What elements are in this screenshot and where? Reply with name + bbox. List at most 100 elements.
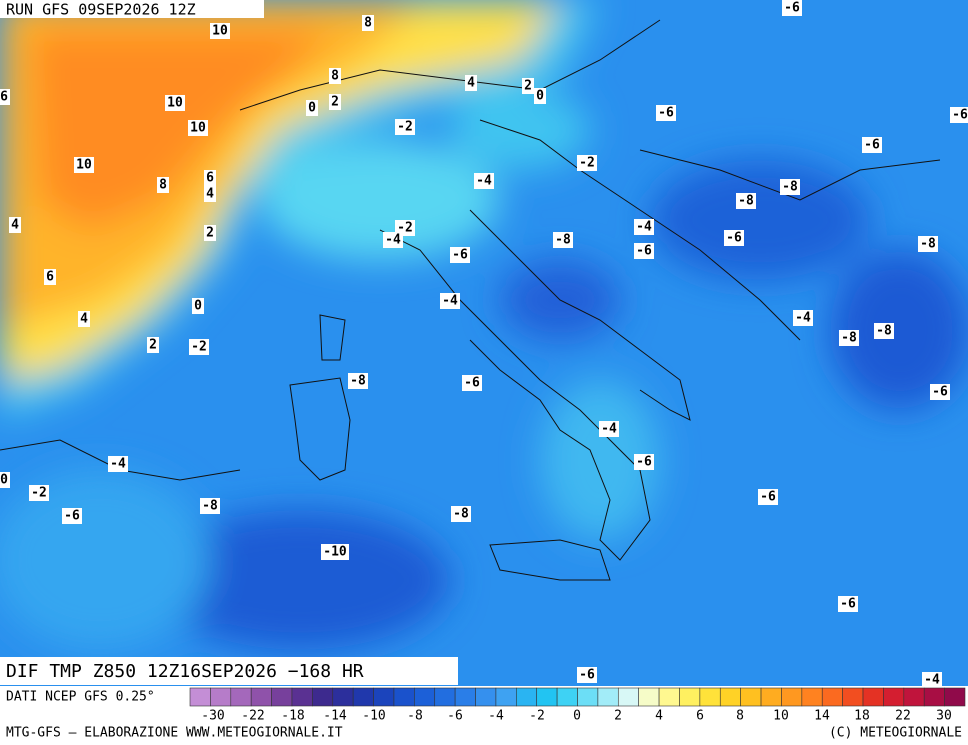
contour-label: 10 [212,24,228,39]
contour-label: 4 [11,218,19,233]
contour-label: 8 [364,16,372,31]
label-bg [395,119,415,135]
colorbar-swatch [842,687,864,707]
colorbar-swatch [577,687,599,707]
contour-label: -4 [924,673,940,688]
colorbar-swatch [740,687,762,707]
contour-label: -8 [453,507,469,522]
colorbar-swatch [291,687,313,707]
label-bg [329,68,341,84]
contour-label: 2 [524,79,532,94]
contour-label: 2 [206,226,214,241]
colorbar-swatch [699,687,721,707]
contour-label: -8 [202,499,218,514]
contour-label: -6 [636,244,652,259]
colorbar-swatch [556,687,578,707]
label-bg [147,337,159,353]
colorbar-swatch [454,687,476,707]
contour-label: 8 [331,69,339,84]
label-bg [204,170,216,186]
label-bg [329,94,341,110]
colorbar-tick-label: 22 [895,709,911,724]
label-bg [758,489,778,505]
label-bg [577,155,597,171]
credit-left: MTG-GFS — ELABORAZIONE WWW.METEOGIORNALE… [6,726,343,741]
label-bg [62,508,82,524]
contour-label: -8 [782,180,798,195]
colorbar-tick-label: 14 [814,709,830,724]
colorbar-swatch [393,687,415,707]
label-bg [78,311,90,327]
contour-label: 0 [0,473,8,488]
colorbar-swatch [719,687,741,707]
colorbar-tick-label: 4 [655,709,663,724]
contour-label: -4 [110,457,126,472]
contour-label: -8 [920,237,936,252]
label-bg [44,269,56,285]
label-bg [9,217,21,233]
label-bg [450,247,470,263]
label-bg [306,100,318,116]
contour-label: -4 [385,233,401,248]
contour-label: -6 [784,1,800,16]
colorbar-tick-label: -18 [281,709,304,724]
colorbar-swatch [597,687,619,707]
contour-label: -8 [876,324,892,339]
label-bg [862,137,882,153]
colorbar-tick-label: -14 [323,709,347,724]
contour-label: -8 [841,331,857,346]
label-bg [736,193,756,209]
colorbar-tick-label: 8 [736,709,744,724]
label-bg [462,375,482,391]
colorbar-swatch [373,687,395,707]
colorbar-swatch [658,687,680,707]
label-bg [474,173,494,189]
label-bg [188,120,208,136]
colorbar-swatch [312,687,334,707]
colorbar-swatch [923,687,945,707]
colorbar-tick-label: -30 [201,709,224,724]
label-bg [782,0,802,16]
source-label: DATI NCEP GFS 0.25° [6,690,155,705]
label-bg [534,88,546,104]
colorbar-swatch [414,687,436,707]
label-bg [922,672,942,688]
colorbar-tick-label: 0 [573,709,581,724]
contour-label: -6 [952,108,968,123]
contour-label: 2 [149,338,157,353]
contour-label: 6 [46,270,54,285]
label-bg [634,219,654,235]
colorbar-tick-label: 18 [854,709,870,724]
label-bg [780,179,800,195]
map-title: DIF TMP Z850 12Z16SEP2026 −168 HR [6,661,364,682]
contour-label: -4 [601,422,617,437]
label-bg [440,293,460,309]
contour-label: 6 [0,90,8,105]
contour-label: 0 [308,101,316,116]
contour-label: 2 [331,95,339,110]
contour-label: 0 [536,89,544,104]
contour-label: -6 [579,668,595,683]
colorbar-swatch [475,687,497,707]
colorbar-tick-label: 6 [696,709,704,724]
contour-label: -2 [397,221,413,236]
contour-label: -4 [442,294,458,309]
colorbar-swatch [536,687,558,707]
contour-label: -6 [864,138,880,153]
label-bg [0,472,10,488]
colorbar-tick-label: -6 [447,709,463,724]
header-box [0,0,264,18]
label-bg [210,23,230,39]
contour-label: -6 [452,248,468,263]
contour-label: 10 [76,158,92,173]
label-bg [793,310,813,326]
colorbar-swatch [781,687,803,707]
colorbar-swatch [332,687,354,707]
colorbar-swatch [903,687,925,707]
label-bg [108,456,128,472]
colorbar-swatch [617,687,639,707]
colorbar-tick-label: -22 [241,709,264,724]
contour-label: -6 [840,597,856,612]
label-bg [839,330,859,346]
label-bg [204,225,216,241]
